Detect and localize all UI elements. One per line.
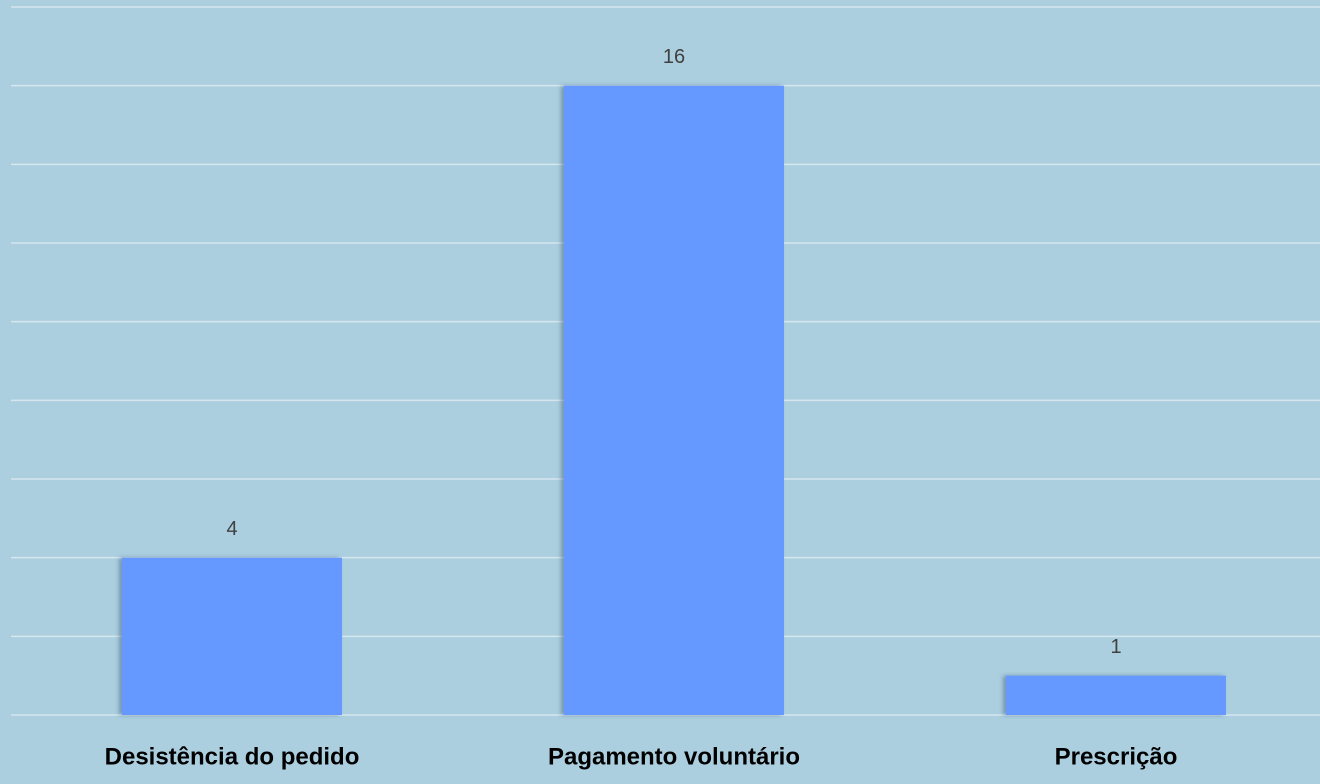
bar [1006,675,1226,715]
x-tick-label: Desistência do pedido [105,743,360,770]
bar [122,557,342,715]
bar [564,85,784,715]
value-label: 4 [226,518,237,540]
x-tick-label: Pagamento voluntário [548,743,800,770]
value-label: 16 [663,46,685,68]
value-label: 1 [1110,636,1121,658]
x-tick-label: Prescrição [1055,743,1178,770]
